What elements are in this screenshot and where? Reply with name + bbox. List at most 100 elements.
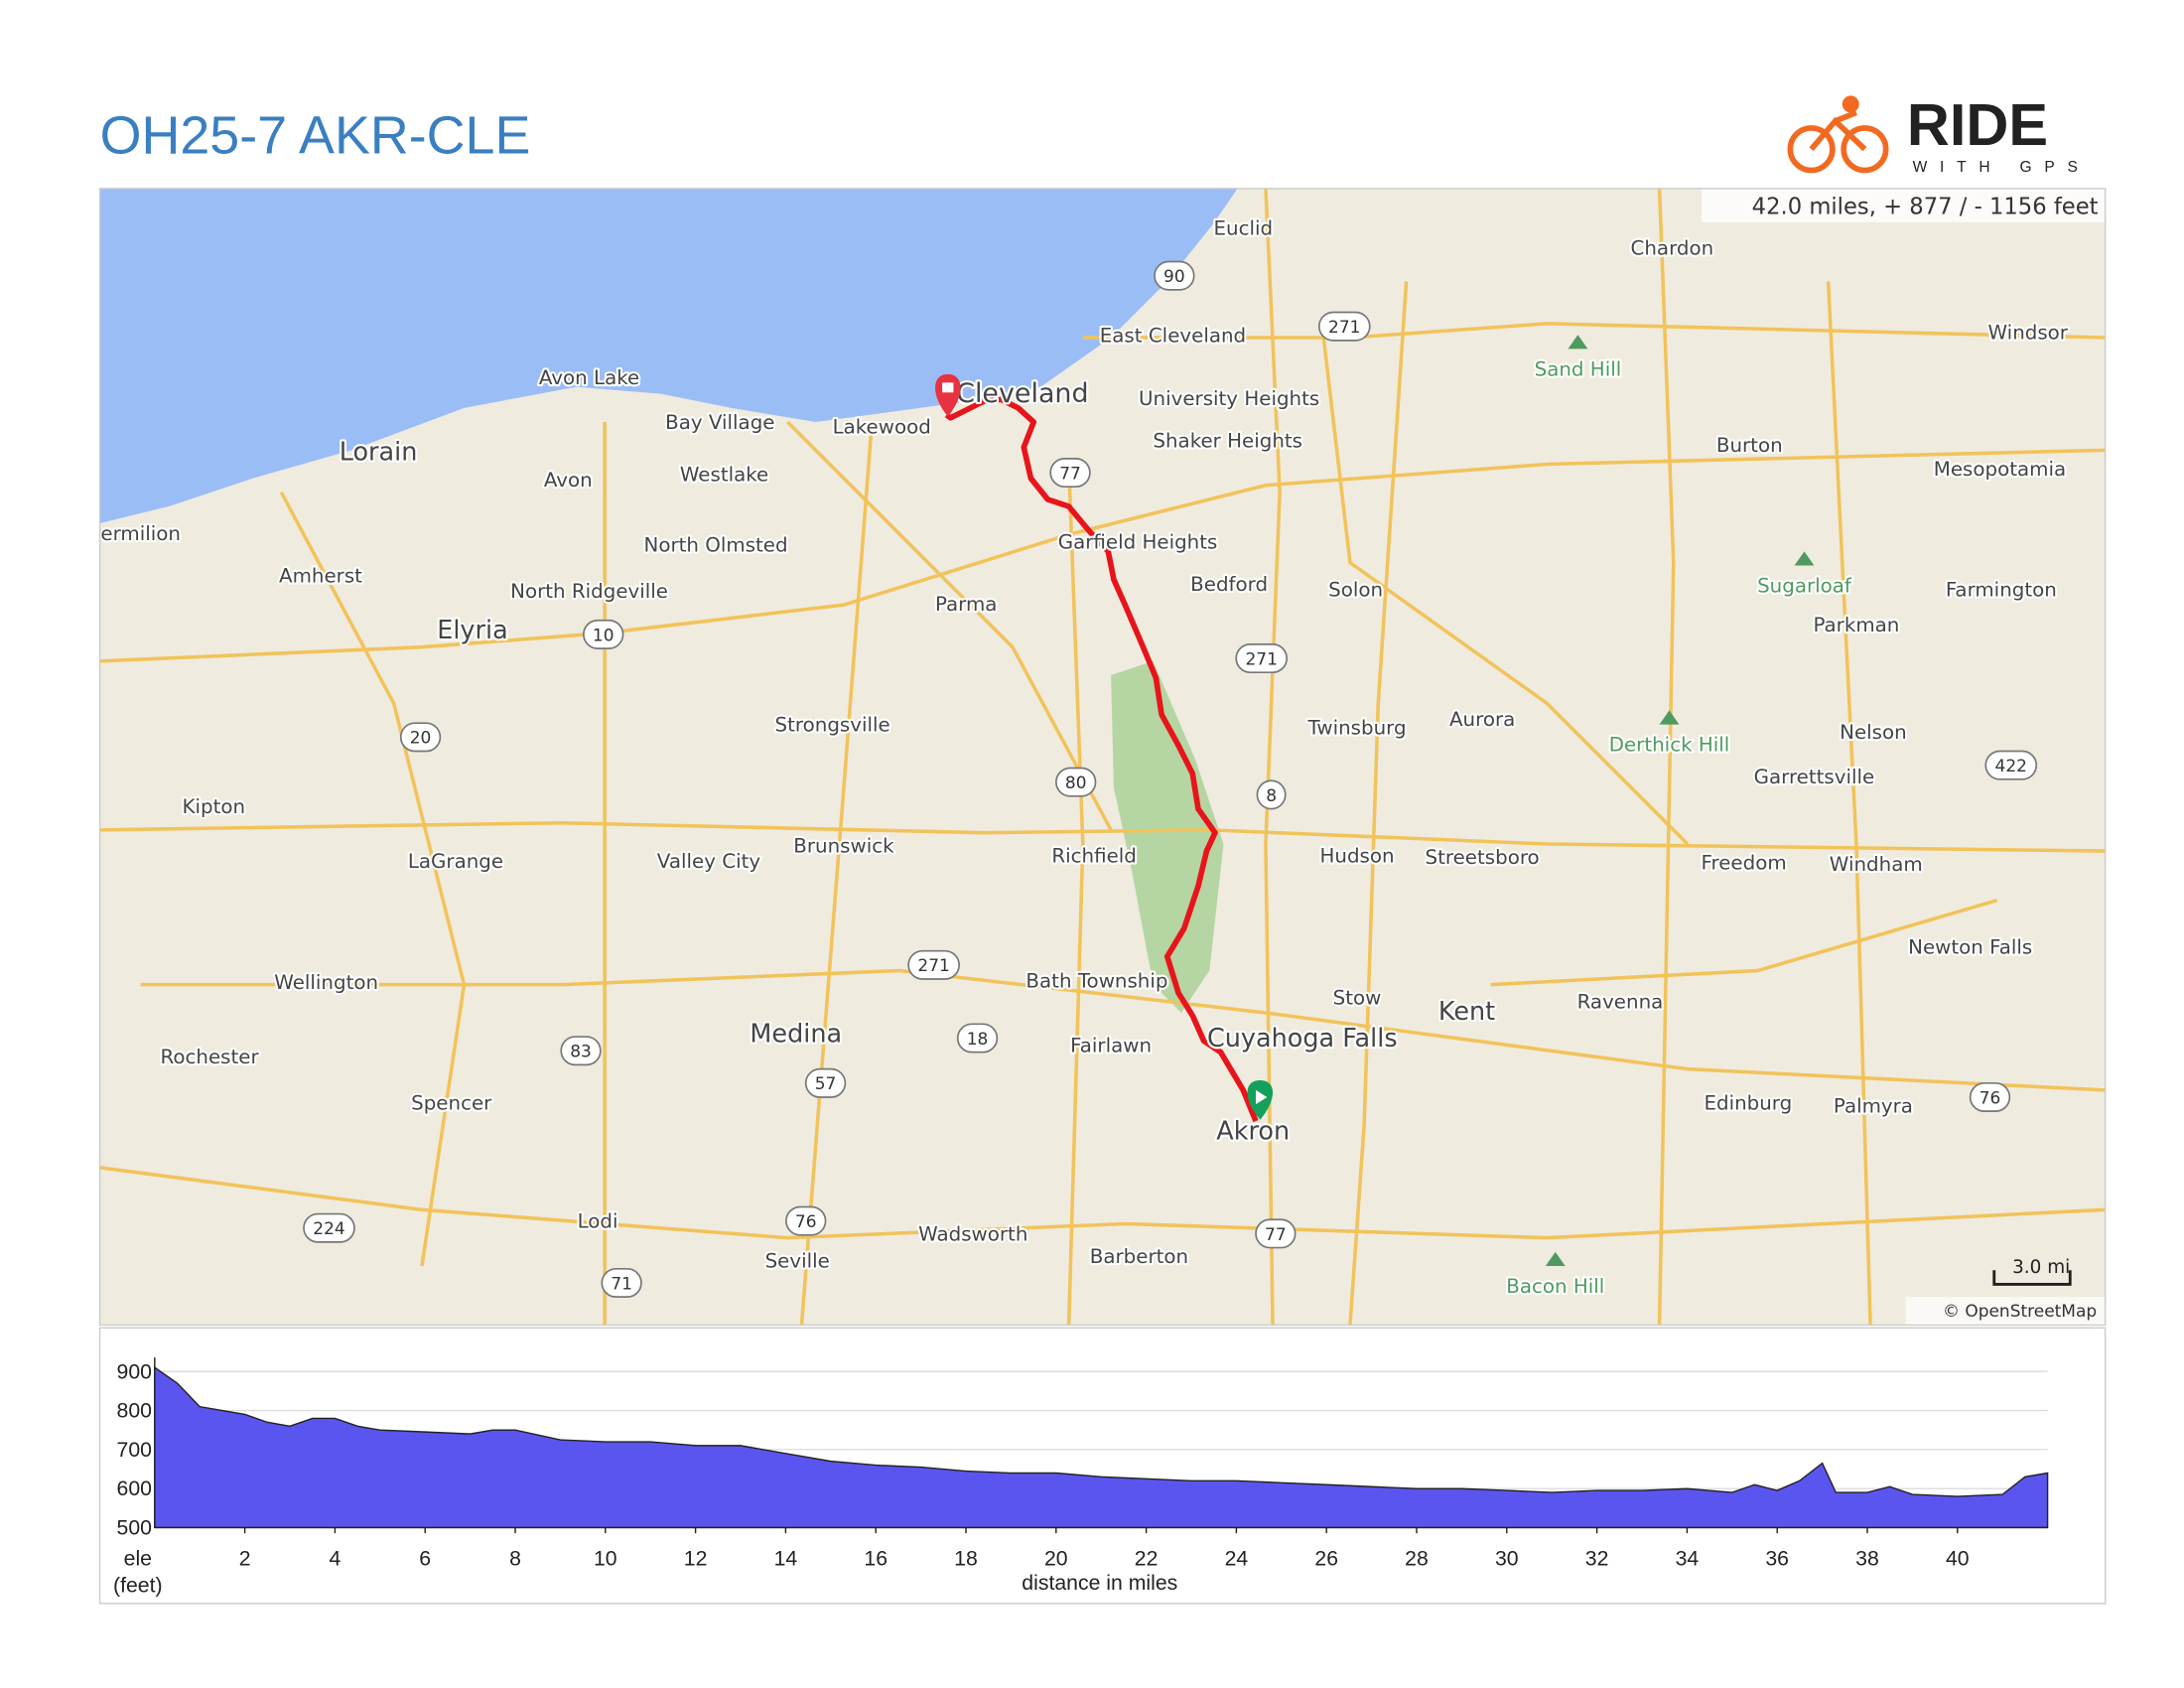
place-label: Ravenna [1577, 991, 1664, 1014]
attribution-box [1905, 1297, 2106, 1326]
route-shield [1049, 457, 1091, 489]
place-label: Freedom [1702, 851, 1787, 874]
shield-number: 77 [1265, 1225, 1287, 1245]
place-label: University Heights [1139, 387, 1319, 410]
place-label: Aurora [1449, 708, 1515, 731]
place-label: Lakewood [833, 415, 931, 438]
shield-number: 77 [1059, 464, 1081, 484]
road [99, 448, 2106, 663]
place-label: Medina [750, 1020, 842, 1050]
logo-tagline: WITH GPS [1913, 159, 2091, 176]
place-label: Rochester [161, 1046, 260, 1068]
logo-name: RIDE [1907, 91, 2048, 158]
shield-number: 8 [1266, 786, 1277, 806]
x-tick-label: 8 [509, 1547, 521, 1571]
hill-label: Sugarloaf [1757, 574, 1852, 597]
place-label: Lorain [340, 437, 418, 467]
x-tick-label: 34 [1676, 1547, 1700, 1571]
place-label: Barberton [1090, 1245, 1188, 1268]
shield-number: 80 [1065, 774, 1087, 793]
place-label: LaGrange [408, 850, 503, 873]
hill-label: Sand Hill [1535, 357, 1622, 380]
place-label: Solon [1328, 579, 1383, 602]
place-label: Windham [1830, 853, 1923, 876]
x-tick-label: 40 [1946, 1547, 1970, 1571]
logo: RIDE WITH GPS [1787, 91, 2091, 176]
place-label: Windsor [1988, 321, 2069, 344]
place-label: Avon Lake [539, 366, 639, 389]
shield-number: 10 [593, 626, 614, 645]
route-shield [956, 1023, 999, 1054]
hill-icon [1545, 1251, 1566, 1266]
place-label: Spencer [411, 1092, 492, 1115]
place-label: Mesopotamia [1934, 458, 2066, 481]
place-label: Hudson [1319, 844, 1394, 867]
place-label: Akron [1216, 1116, 1290, 1146]
shield-number: 83 [570, 1043, 592, 1062]
logo-wheel [1841, 125, 1889, 174]
scale-label: 3.0 mi [2012, 1257, 2070, 1278]
route-shield [785, 1205, 827, 1236]
road [99, 820, 2106, 853]
hill-icon [1794, 551, 1815, 566]
route-shield [560, 1036, 602, 1066]
road [279, 492, 467, 1267]
shield-number: 271 [917, 956, 949, 976]
place-label: Cleveland [956, 378, 1088, 409]
hill-label: Derthick Hill [1609, 734, 1730, 757]
y-axis-unit: (feet) [113, 1574, 163, 1598]
hill-label: Bacon Hill [1506, 1275, 1604, 1298]
place-label: North Olmsted [644, 533, 788, 556]
place-label: Streetsboro [1426, 846, 1540, 869]
logo-frame [1809, 109, 1867, 152]
y-tick-label: 600 [117, 1477, 152, 1500]
road [1490, 898, 1998, 987]
place-label: ermilion [100, 522, 181, 545]
place-label: Elyria [437, 616, 507, 645]
place-label: Wellington [274, 971, 378, 994]
place-label: Seville [765, 1249, 830, 1272]
shield-number: 57 [815, 1074, 837, 1094]
road [99, 1166, 2106, 1240]
x-tick-label: 4 [330, 1547, 341, 1571]
shield-number: 224 [313, 1219, 344, 1239]
place-label: Palmyra [1834, 1095, 1913, 1118]
place-label: Edinburg [1704, 1092, 1792, 1115]
place-label: Garfield Heights [1058, 531, 1218, 554]
x-tick-label: 26 [1314, 1547, 1338, 1571]
y-tick-label: 900 [117, 1359, 152, 1383]
end-icon [942, 382, 954, 393]
x-tick-label: 30 [1495, 1547, 1519, 1571]
route-shield [303, 1212, 355, 1243]
shield-number: 18 [967, 1030, 989, 1050]
place-label: Burton [1716, 434, 1783, 457]
route-shield [1256, 779, 1287, 810]
place-label: Kent [1438, 997, 1495, 1027]
place-label: East Cleveland [1100, 324, 1246, 347]
place-label: Wadsworth [918, 1222, 1027, 1245]
shield-number: 271 [1245, 649, 1277, 669]
place-label: Kipton [183, 795, 246, 818]
route-shield [1154, 260, 1195, 291]
hill-icon [1659, 710, 1680, 725]
map[interactable]: Euclid Chardon East Cleveland Windsor Avon L… [99, 188, 2106, 1326]
start-icon [1256, 1089, 1268, 1105]
route [944, 396, 1259, 1123]
place-label: Parkman [1813, 614, 1899, 636]
route-title: OH25-7 AKR-CLE [100, 105, 531, 165]
end-pin[interactable] [935, 373, 961, 417]
place-label: Euclid [1213, 217, 1273, 240]
place-label: Cuyahoga Falls [1207, 1024, 1398, 1054]
map-border [98, 188, 2107, 1327]
national-park [1111, 660, 1224, 1013]
place-label: Nelson [1840, 721, 1907, 744]
x-tick-label: 14 [774, 1547, 798, 1571]
road [1066, 464, 1085, 1326]
x-tick-label: 28 [1405, 1547, 1429, 1571]
place-label: Amherst [279, 565, 362, 588]
shield-number: 90 [1163, 267, 1185, 287]
route-shield [1317, 311, 1371, 342]
